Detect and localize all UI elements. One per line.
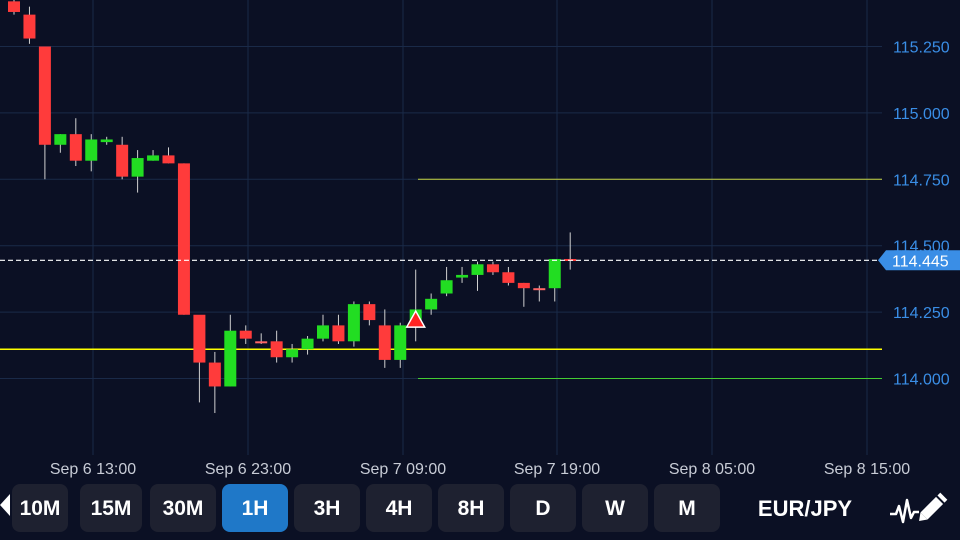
chart-pencil-icon[interactable] (886, 486, 948, 532)
candle-body (239, 330, 252, 339)
x-axis-label: Sep 6 23:00 (205, 461, 291, 478)
candle-body (363, 304, 376, 321)
y-axis-label: 114.750 (893, 172, 950, 189)
timeframe-button-m[interactable]: M (654, 484, 720, 532)
timeframe-button-w[interactable]: W (582, 484, 648, 532)
candle-body (177, 163, 190, 315)
timeframe-button-d[interactable]: D (510, 484, 576, 532)
candle-body (502, 272, 515, 283)
price-chart[interactable]: 115.250 115.000 114.750 114.500 114.250 114.0… (0, 0, 960, 480)
candle-body (456, 274, 469, 278)
current-price-label: 114.445 (892, 253, 949, 270)
candle-body (208, 362, 221, 387)
x-axis-label: Sep 7 09:00 (360, 461, 446, 478)
scroll-left-arrow-icon[interactable] (0, 494, 10, 516)
buy-signal-icon (405, 309, 426, 328)
candle-body (517, 282, 530, 289)
y-axis-label: 115.000 (893, 106, 950, 123)
candle-body (100, 139, 113, 143)
timeframe-button-30m[interactable]: 30M (150, 484, 216, 532)
candle-body (147, 155, 160, 161)
y-axis-label: 114.250 (893, 305, 950, 322)
y-axis-label: 115.250 (893, 40, 950, 57)
candle-body (116, 144, 129, 177)
candle-body (224, 330, 237, 387)
candle-body (332, 325, 345, 342)
candle-body (270, 341, 283, 358)
x-axis-label: Sep 8 05:00 (669, 461, 755, 478)
candle-body (533, 288, 546, 291)
candlestick-chart[interactable]: 115.250115.000114.750114.500114.250114.0… (0, 0, 960, 480)
candle-body (286, 349, 299, 358)
x-axis-label: Sep 6 13:00 (50, 461, 136, 478)
candle-body (69, 134, 82, 161)
symbol-label[interactable]: EUR/JPY (757, 496, 853, 521)
candle-body (8, 1, 20, 12)
candle-body (425, 298, 438, 310)
candle-body (38, 46, 51, 145)
candle-body (471, 264, 484, 275)
candle-body (440, 280, 453, 294)
candle-body (486, 264, 499, 273)
candle-body (394, 325, 407, 360)
timeframe-button-1h[interactable]: 1H (222, 484, 288, 532)
candle-body (301, 338, 314, 350)
candle-body (548, 258, 561, 289)
candle-body (162, 155, 175, 164)
timeframe-button-8h[interactable]: 8H (438, 484, 504, 532)
y-axis-label: 114.000 (893, 372, 950, 389)
timeframe-button-10m[interactable]: 10M (12, 484, 68, 532)
candle-body (131, 158, 144, 177)
candle-body (378, 325, 391, 360)
timeframe-button-3h[interactable]: 3H (294, 484, 360, 532)
candle-body (255, 341, 268, 344)
candle-body (85, 139, 98, 161)
x-axis-label: Sep 7 19:00 (514, 461, 600, 478)
x-axis-label: Sep 8 15:00 (824, 461, 910, 478)
current-price-tag (878, 250, 960, 271)
candle-body (23, 14, 36, 39)
candle-body (317, 325, 329, 339)
timeframe-button-4h[interactable]: 4H (366, 484, 432, 532)
candle-body (193, 314, 206, 363)
candle-body (347, 304, 360, 342)
timeframe-button-15m[interactable]: 15M (80, 484, 142, 532)
candle-body (54, 134, 67, 145)
